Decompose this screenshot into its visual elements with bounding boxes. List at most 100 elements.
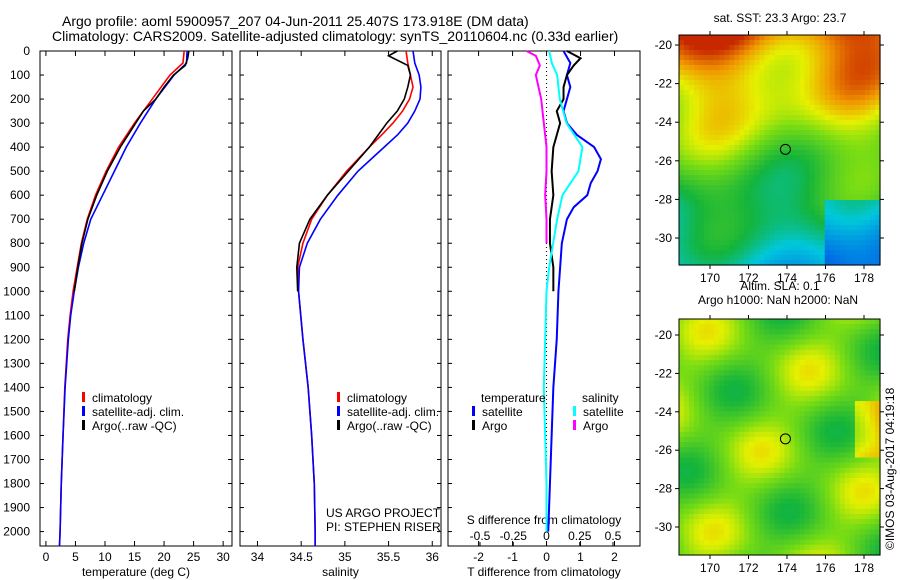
map-cell [784,165,791,171]
map-cell [739,175,745,181]
map-cell [819,230,826,236]
map-cell [689,539,695,546]
map-cell [844,488,851,495]
map-cell [744,135,750,141]
map-cell [734,344,740,351]
map-cell [804,513,811,520]
map-cell [764,508,771,515]
map-cell [784,447,791,453]
map-cell [774,329,781,335]
map-cell [784,150,791,156]
map-cell [679,416,685,423]
map-cell [709,125,715,131]
map-cell [734,85,740,91]
map-cell [819,150,826,156]
map-cell [804,395,811,402]
depth-tick-label: 1400 [3,380,30,394]
map-cell [779,50,786,56]
map-cell [774,45,781,51]
map-cell [729,390,735,397]
map-cell [844,185,851,191]
map-cell [704,462,710,469]
map-cell [759,70,766,76]
map-cell [684,225,690,231]
map-cell [769,160,776,166]
map-cell [769,135,776,141]
map-cell [859,125,866,131]
map-cell [754,200,760,206]
map-cell [689,349,695,356]
map-cell [739,155,745,161]
map-cell [779,390,786,397]
map-cell [844,55,851,61]
map-cell [724,90,730,96]
map-cell [724,431,730,438]
map-cell [829,260,836,266]
map-cell [824,472,831,479]
map-cell [869,225,876,231]
map-cell [774,442,781,448]
map-cell [814,155,821,161]
map-cell [789,437,796,443]
map-cell [709,483,715,489]
map-cell [749,390,755,397]
map-cell [764,395,771,402]
map-cell [684,354,690,361]
map-cell [849,130,856,136]
map-cell [679,329,685,335]
map-cell [699,472,705,479]
map-cell [869,513,876,520]
map-cell [864,549,871,556]
map-cell [719,150,725,156]
map-cell [719,370,725,377]
map-cell [729,120,735,126]
map-cell [834,488,841,495]
map-cell [714,205,720,211]
map-cell [739,140,745,146]
map-cell [749,493,755,500]
map-cell [699,534,705,541]
map-cell [724,160,730,166]
map-cell [799,380,806,387]
map-cell [714,431,720,438]
map-cell [854,40,861,46]
map-cell [774,215,781,221]
map-cell [774,529,781,536]
map-cell [849,210,856,216]
map-cell [854,190,861,196]
map-cell [799,45,806,51]
map-cell [769,488,776,495]
map-cell [684,45,690,51]
map-cell [729,416,735,423]
map-cell [759,390,766,397]
map-cell [734,354,740,361]
map-cell [699,324,705,330]
map-cell [769,115,776,121]
map-cell [744,235,750,241]
map-cell [859,135,866,141]
map-cell [804,411,811,418]
map-cell [849,245,856,251]
map-cell [779,503,786,510]
map-cell [699,406,705,412]
map-cell [814,498,821,505]
map-cell [839,447,846,453]
map-cell [739,65,745,71]
map-cell [814,349,821,356]
map-cell [804,195,811,201]
map-cell [699,549,705,556]
map-cell [694,145,700,151]
profile-panel-2: 34 34.5 35 35.5 36salinityclimatologysatelli… [239,50,442,579]
map-cell [734,324,740,330]
map-cell [789,365,796,371]
map-cell [869,180,876,186]
map-cell [824,245,831,251]
map-cell [864,255,871,261]
map-cell [779,85,786,91]
map-cell [874,50,881,56]
map-cell [799,488,806,495]
map-cell [839,115,846,121]
map-cell [789,524,796,530]
map-cell [759,349,766,356]
map-cell [789,370,796,377]
